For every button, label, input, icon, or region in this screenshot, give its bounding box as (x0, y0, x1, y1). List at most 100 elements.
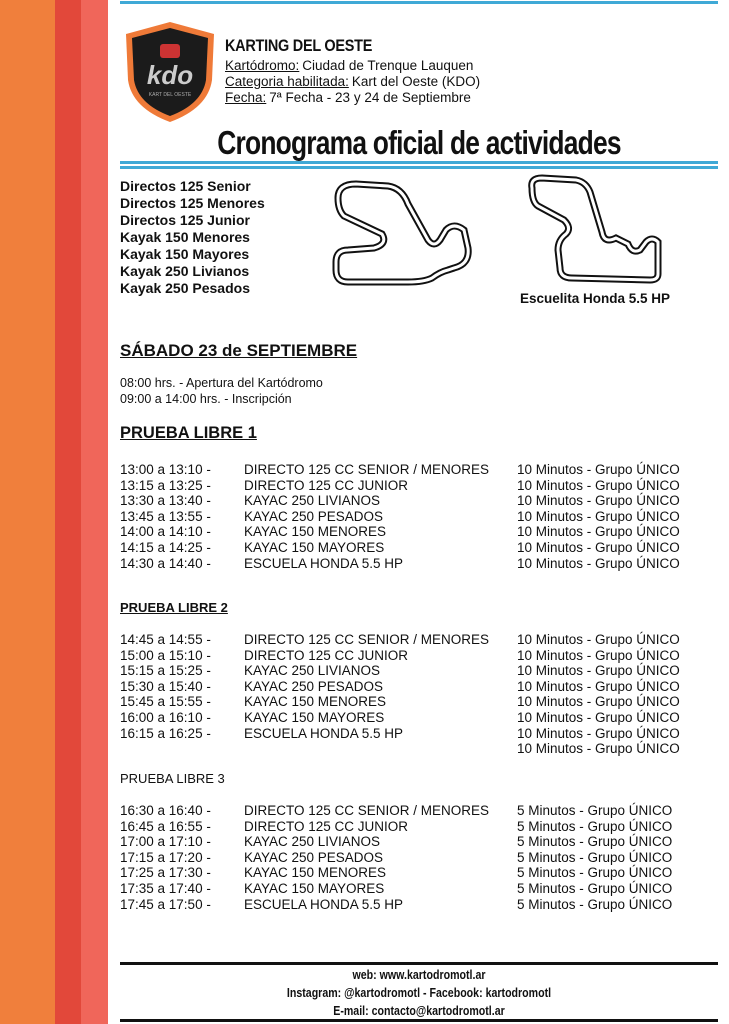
table-row: 17:35 a 17:40 - KAYAC 150 MAYORES 5 Minuto… (120, 881, 672, 897)
category-cell: DIRECTO 125 CC JUNIOR (244, 647, 409, 663)
track-map-main (332, 180, 472, 286)
category-cell: ESCUELA HONDA 5.5 HP (244, 555, 404, 571)
session-title: PRUEBA LIBRE 3 (120, 771, 225, 786)
time-cell: 16:30 a 16:40 - (120, 803, 211, 818)
category-cell: KAYAC 250 PESADOS (244, 678, 384, 694)
table-row: 17:15 a 17:20 - KAYAC 250 PESADOS 5 Minuto… (120, 850, 672, 866)
footer-email: E-mail: contacto@kartodromotl.ar (333, 1004, 505, 1018)
track-map-escuelita (528, 174, 662, 284)
category-cell: KAYAC 150 MAYORES (244, 709, 385, 725)
duration-cell: 10 Minutos - Grupo ÚNICO (517, 632, 680, 647)
table-row: 13:30 a 13:40 - KAYAC 250 LIVIANOS 10 Minu… (120, 493, 680, 509)
info-line: Kartódromo: Ciudad de Trenque Lauquen (225, 58, 473, 73)
time-cell: 14:00 a 14:10 - (120, 524, 211, 540)
session-table: 14:45 a 14:55 - DIRECTO 125 CC SENIOR / M… (120, 632, 680, 757)
table-row: 16:00 a 16:10 - KAYAC 150 MAYORES 10 Minut… (120, 710, 680, 726)
category-cell (244, 741, 517, 757)
table-row: 16:30 a 16:40 - DIRECTO 125 CC SENIOR / M… (120, 803, 672, 819)
svg-text:KART DEL OESTE: KART DEL OESTE (149, 92, 192, 98)
category-item: Directos 125 Junior (120, 212, 250, 228)
footer-rule-bottom (120, 1019, 718, 1022)
time-cell: 13:00 a 13:10 - (120, 462, 211, 477)
time-cell: 14:15 a 14:25 - (120, 539, 211, 555)
table-row: 15:15 a 15:25 - KAYAC 250 LIVIANOS 10 Minu… (120, 663, 680, 679)
footer-contact: web: www.kartodromotl.ar Instagram: @kar… (165, 966, 673, 1020)
category-cell: KAYAC 150 MENORES (244, 524, 387, 540)
day-heading: SÁBADO 23 de SEPTIEMBRE (120, 341, 358, 360)
category-cell: DIRECTO 125 CC SENIOR / MENORES (244, 803, 490, 818)
category-cell: KAYAC 250 PESADOS (244, 849, 384, 865)
time-cell: 15:30 a 15:40 - (120, 678, 211, 694)
page-title: Cronograma oficial de actividades (217, 124, 621, 161)
category-item: Directos 125 Menores (120, 195, 265, 211)
duration-cell: 5 Minutos - Grupo ÚNICO (517, 818, 673, 834)
time-cell: 17:25 a 17:30 - (120, 865, 211, 881)
duration-cell: 5 Minutos - Grupo ÚNICO (517, 865, 673, 881)
table-row: 17:00 a 17:10 - KAYAC 250 LIVIANOS 5 Minut… (120, 834, 672, 850)
duration-cell: 5 Minutos - Grupo ÚNICO (517, 803, 673, 818)
category-cell: KAYAC 250 LIVIANOS (244, 663, 381, 679)
top-rule (120, 1, 718, 4)
duration-cell: 10 Minutos - Grupo ÚNICO (517, 694, 680, 710)
duration-cell: 10 Minutos - Grupo ÚNICO (517, 493, 680, 509)
table-row: 13:00 a 13:10 - DIRECTO 125 CC SENIOR / M… (120, 462, 680, 478)
table-row: 16:45 a 16:55 - DIRECTO 125 CC JUNIOR 5 Mi… (120, 819, 672, 835)
category-cell: KAYAC 250 LIVIANOS (244, 493, 381, 509)
escuelita-label: Escuelita Honda 5.5 HP (520, 291, 671, 306)
info-label: Categoria habilitada: (225, 74, 349, 89)
table-row: 15:30 a 15:40 - KAYAC 250 PESADOS 10 Minut… (120, 679, 680, 695)
info-label: Fecha: (225, 90, 267, 105)
footer-rule (120, 962, 718, 965)
table-row: 15:45 a 15:55 - KAYAC 150 MENORES 10 Minut… (120, 694, 680, 710)
session-table: 16:30 a 16:40 - DIRECTO 125 CC SENIOR / M… (120, 803, 672, 912)
category-cell: ESCUELA HONDA 5.5 HP (244, 896, 404, 912)
footer-web: web: www.kartodromotl.ar (352, 968, 486, 982)
table-row: 16:15 a 16:25 - ESCUELA HONDA 5.5 HP 10 Mi… (120, 726, 680, 742)
category-cell: KAYAC 150 MAYORES (244, 880, 385, 896)
category-cell: KAYAC 150 MENORES (244, 865, 387, 881)
category-item: Directos 125 Senior (120, 178, 251, 194)
duration-cell: 10 Minutos - Grupo ÚNICO (517, 709, 680, 725)
kdo-logo: kdo KART DEL OESTE (126, 22, 214, 122)
table-row: 13:15 a 13:25 - DIRECTO 125 CC JUNIOR 10 M… (120, 478, 680, 494)
category-item: Kayak 150 Mayores (120, 246, 250, 262)
category-cell: KAYAC 150 MENORES (244, 694, 387, 710)
info-line: Categoria habilitada: Kart del Oeste (KDO… (225, 74, 480, 89)
duration-cell: 10 Minutos - Grupo ÚNICO (517, 647, 680, 663)
side-stripe-red (55, 0, 81, 1024)
title-rule-2 (120, 166, 718, 169)
time-cell: 15:00 a 15:10 - (120, 647, 211, 663)
time-cell: 15:45 a 15:55 - (120, 694, 211, 710)
session-title: PRUEBA LIBRE 1 (120, 424, 257, 442)
category-cell: DIRECTO 125 CC JUNIOR (244, 477, 409, 493)
table-row: 14:15 a 14:25 - KAYAC 150 MAYORES 10 Minut… (120, 540, 680, 556)
time-cell (120, 741, 244, 757)
time-cell: 13:45 a 13:55 - (120, 508, 211, 524)
session-table: 13:00 a 13:10 - DIRECTO 125 CC SENIOR / M… (120, 462, 680, 571)
table-row: 14:45 a 14:55 - DIRECTO 125 CC SENIOR / M… (120, 632, 680, 648)
info-label: Kartódromo: (225, 58, 300, 73)
duration-cell: 10 Minutos - Grupo ÚNICO (517, 508, 680, 524)
category-cell: KAYAC 250 LIVIANOS (244, 834, 381, 850)
side-stripe-orange (0, 0, 55, 1024)
time-cell: 17:35 a 17:40 - (120, 880, 211, 896)
duration-cell: 10 Minutos - Grupo ÚNICO (517, 524, 680, 540)
time-cell: 16:15 a 16:25 - (120, 725, 211, 741)
table-row: 17:25 a 17:30 - KAYAC 150 MENORES 5 Minuto… (120, 865, 672, 881)
time-cell: 17:15 a 17:20 - (120, 849, 211, 865)
svg-text:kdo: kdo (147, 60, 193, 90)
table-row: 10 Minutos - Grupo ÚNICO (120, 741, 680, 757)
category-item: Kayak 250 Pesados (120, 280, 250, 296)
category-cell: ESCUELA HONDA 5.5 HP (244, 725, 404, 741)
duration-cell: 10 Minutos - Grupo ÚNICO (517, 477, 680, 493)
session-title: PRUEBA LIBRE 2 (120, 600, 228, 615)
duration-cell: 5 Minutos - Grupo ÚNICO (517, 880, 673, 896)
info-value: Kart del Oeste (KDO) (351, 74, 481, 89)
duration-cell: 10 Minutos - Grupo ÚNICO (517, 741, 680, 757)
table-row: 14:00 a 14:10 - KAYAC 150 MENORES 10 Minut… (120, 524, 680, 540)
time-cell: 17:45 a 17:50 - (120, 896, 211, 912)
table-row: 13:45 a 13:55 - KAYAC 250 PESADOS 10 Minut… (120, 509, 680, 525)
opening-line: 08:00 hrs. - Apertura del Kartódromo (120, 376, 323, 390)
time-cell: 16:45 a 16:55 - (120, 818, 211, 834)
time-cell: 13:15 a 13:25 - (120, 477, 211, 493)
